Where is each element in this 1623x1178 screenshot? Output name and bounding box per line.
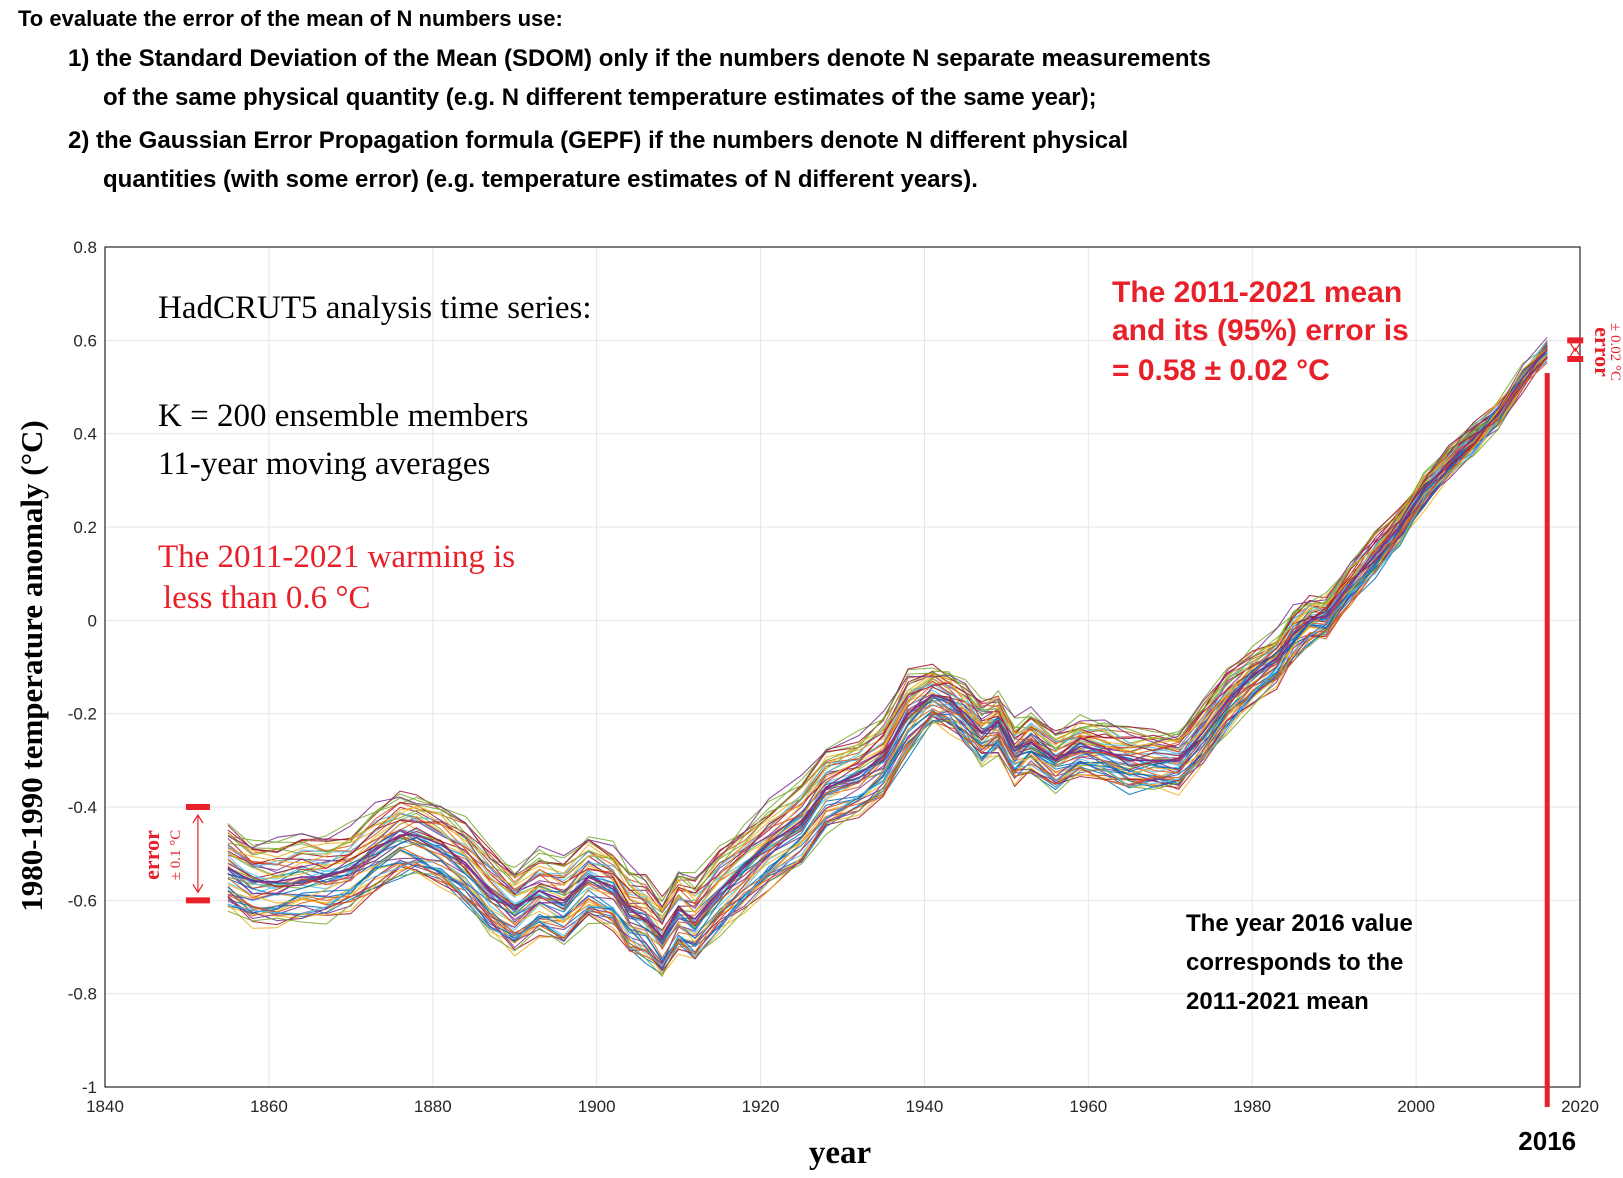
ensemble-member-line [227,336,1548,909]
error-arrow-up [192,813,204,824]
y-tick-label: -0.4 [68,798,97,817]
y-tick-label: 0.6 [73,331,97,350]
ensemble-member-line [227,349,1548,976]
header-item-2-cont: quantities (with some error) (e.g. tempe… [103,166,978,193]
ensemble-member-line [227,362,1548,967]
header-item-2: 2) the Gaussian Error Propagation formul… [68,127,1129,154]
x-tick-label: 1920 [742,1097,780,1116]
x-axis-label: year [809,1135,871,1171]
ensemble-member-line [227,348,1548,976]
y-tick-label: -0.2 [68,705,97,724]
ensemble-member-line [227,344,1548,898]
ensemble-member-line [227,349,1548,970]
y-tick-label: -1 [82,1078,97,1097]
warming-text-2: less than 0.6 °C [163,580,371,616]
ensemble-member-line [227,349,1548,944]
ensemble-lines [227,336,1548,978]
ensemble-member-line [227,352,1548,917]
y-tick-label: 0.4 [73,425,97,444]
right-error-value: ± 0.02 °C [1607,323,1623,381]
note-text-2: corresponds to the [1186,949,1403,976]
error-arrow-down [1569,342,1581,353]
x-tick-label: 1960 [1069,1097,1107,1116]
tick-labels: 1840 1860 1880 1900 1920 1940 1960 1980 2000 2020… [68,238,1599,1116]
ensemble-member-line [227,351,1548,966]
ensemble-member-line [227,351,1548,935]
y-tick-label: -0.6 [68,891,97,910]
ensemble-member-line [227,346,1548,959]
x-tick-label: 1840 [86,1097,124,1116]
x-tick-label: 1860 [250,1097,288,1116]
y-tick-label: -0.8 [68,985,97,1004]
left-error-bar [185,804,210,904]
ensemble-member-line [227,348,1548,937]
ensemble-member-line [227,349,1548,961]
ensemble-member-line [227,340,1548,908]
y-tick-label: 0 [88,611,97,630]
ensemble-member-line [227,354,1548,920]
ensemble-member-line [227,346,1548,947]
ensemble-member-line [227,354,1548,948]
x-tick-label: 2000 [1397,1097,1435,1116]
note-text-1: The year 2016 value [1186,910,1413,937]
ensemble-mean-line [227,349,1548,940]
y-tick-label: 0.8 [73,238,97,257]
ensemble-member-line [227,352,1548,967]
chart-title: HadCRUT5 analysis time series: [158,290,592,326]
right-error-bar [1567,337,1584,362]
mean-text-1: The 2011-2021 mean [1112,276,1402,309]
left-error-value: ± 0.1 °C [168,830,184,881]
ensemble-member-line [227,347,1548,946]
ensemble-member-line [227,350,1548,914]
warming-text-1: The 2011-2021 warming is [158,539,515,575]
subtitle-ensemble: K = 200 ensemble members [158,398,529,434]
header-item-1: 1) the Standard Deviation of the Mean (S… [68,45,1211,72]
right-error-label: error [1590,327,1615,377]
ensemble-member-line [227,357,1548,940]
ensemble-member-line [227,352,1548,923]
x-tick-label: 1980 [1233,1097,1271,1116]
mean-text-2: and its (95%) error is [1112,314,1409,347]
year-2016-label: 2016 [1518,1126,1576,1156]
header-item-1-cont: of the same physical quantity (e.g. N di… [103,84,1097,111]
ensemble-member-line [227,348,1548,911]
ensemble-member-line [227,345,1548,942]
ensemble-member-line [227,346,1548,903]
ensemble-member-line [227,352,1548,965]
ensemble-member-line [227,355,1548,942]
ensemble-member-line [227,352,1548,942]
plot-frame [104,246,1581,1088]
ensemble-member-line [227,353,1548,948]
y-tick-label: 0.2 [73,518,97,537]
error-arrow-down [192,884,204,894]
left-error-label: error [139,830,164,880]
x-tick-label: 1900 [578,1097,616,1116]
mean-text-3: = 0.58 ± 0.02 °C [1112,354,1330,387]
error-arrow-up [1569,347,1581,357]
note-text-3: 2011-2021 mean [1186,988,1369,1015]
header-line: To evaluate the error of the mean of N n… [18,6,563,31]
x-tick-label: 1940 [906,1097,944,1116]
subtitle-averages: 11-year moving averages [158,446,490,482]
y-axis-label: 1980-1990 temperature anomaly (°C) [14,420,49,911]
x-tick-label: 2020 [1561,1097,1599,1116]
x-tick-label: 1880 [414,1097,452,1116]
